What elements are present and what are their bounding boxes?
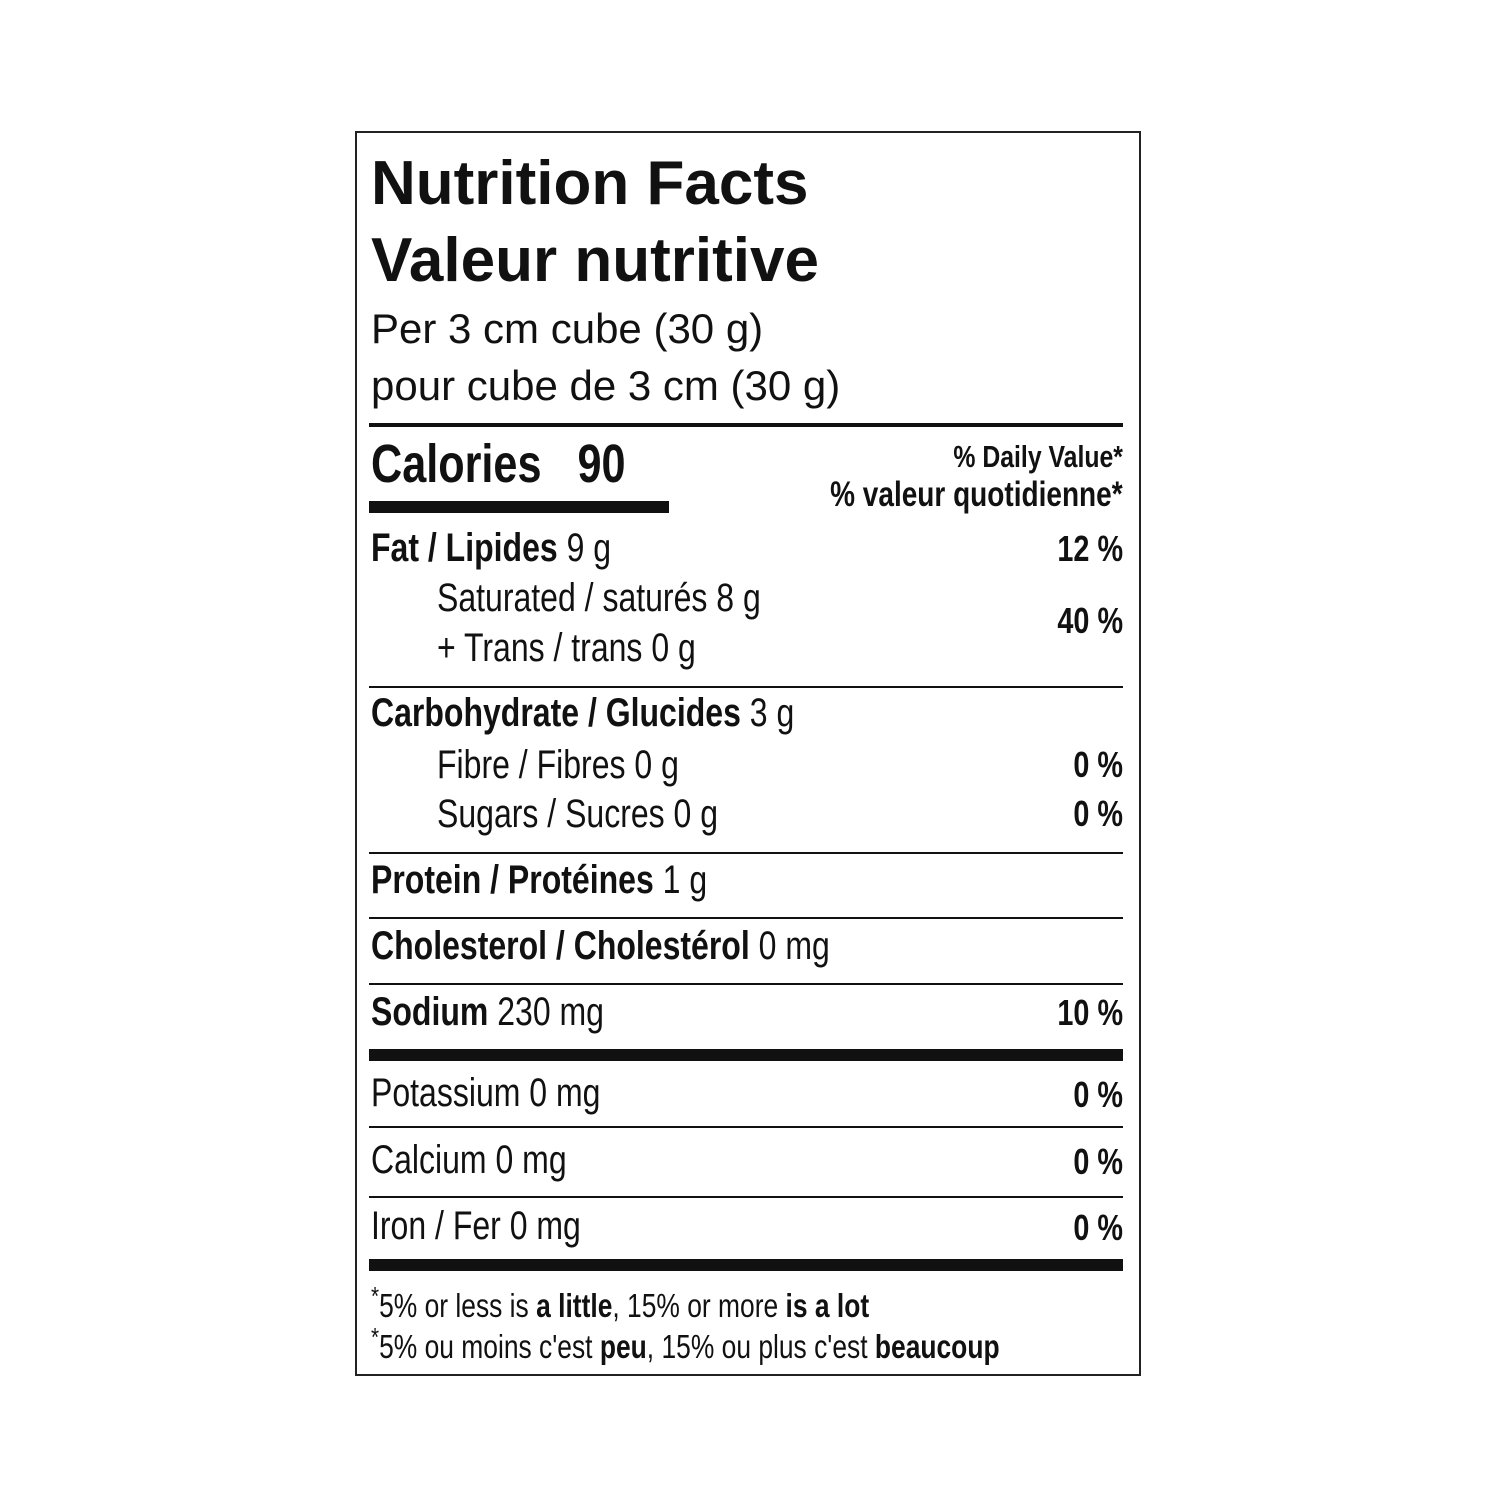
fat-label: Fat / Lipides <box>371 526 558 570</box>
fat-row: Fat / Lipides 9 g <box>371 528 671 568</box>
potassium-dv-text: 0 % <box>1073 1074 1123 1115</box>
title-fr: Valeur nutritive <box>371 226 819 295</box>
calories-bar <box>369 501 669 513</box>
sodium-dv-text: 10 % <box>1057 992 1123 1033</box>
serving-fr: pour cube de 3 cm (30 g) <box>371 362 841 409</box>
footnote-fr: *5% ou moins c'est peu, 15% ou plus c'es… <box>371 1324 1157 1363</box>
sugars-row: Sugars / Sucres 0 g <box>437 794 788 834</box>
sodium-amount: 230 mg <box>497 990 604 1034</box>
potassium-dv: 0 % <box>1061 1077 1123 1113</box>
cholesterol-amount: 0 mg <box>758 924 830 968</box>
sugars-dv-text: 0 % <box>1073 793 1123 834</box>
daily-value-fr-text: % valeur quotidienne* <box>830 475 1124 514</box>
fibre-dv: 0 % <box>1061 747 1123 783</box>
divider <box>369 852 1123 854</box>
carb-label: Carbohydrate / Glucides <box>371 691 741 735</box>
protein-row: Protein / Protéines 1 g <box>371 860 791 900</box>
iron-row: Iron / Fer 0 mg <box>371 1206 633 1246</box>
calories-label: Calories <box>371 434 542 494</box>
fibre-dv-text: 0 % <box>1073 744 1123 785</box>
footnote-text: 5% or less is <box>379 1287 537 1324</box>
potassium-label: Potassium 0 mg <box>371 1071 601 1115</box>
daily-value-fr: % valeur quotidienne* <box>757 475 1124 514</box>
fibre-label: Fibre / Fibres 0 g <box>437 743 679 787</box>
footnote-text: , 15% ou plus c'est <box>646 1328 875 1365</box>
sodium-row: Sodium 230 mg <box>371 992 662 1032</box>
trans-label: + Trans / trans 0 g <box>437 626 696 670</box>
asterisk: * <box>371 1322 380 1352</box>
sugars-dv: 0 % <box>1061 796 1123 832</box>
footnote-bold: beaucoup <box>874 1328 1000 1365</box>
iron-dv: 0 % <box>1061 1210 1123 1246</box>
protein-label: Protein / Protéines <box>371 858 654 902</box>
saturated-label: Saturated / saturés 8 g <box>437 576 761 620</box>
carb-amount: 3 g <box>749 691 795 735</box>
iron-label: Iron / Fer 0 mg <box>371 1204 581 1248</box>
serving-en: Per 3 cm cube (30 g) <box>371 305 764 352</box>
fat-dv-text: 12 % <box>1057 528 1123 569</box>
divider <box>369 1196 1123 1198</box>
sodium-dv: 10 % <box>1041 995 1123 1031</box>
footnote-text: 5% ou moins c'est <box>379 1328 600 1365</box>
title-en: Nutrition Facts <box>371 149 809 218</box>
calcium-label: Calcium 0 mg <box>371 1138 567 1182</box>
thick-divider <box>369 1259 1123 1271</box>
sat-trans-dv-text: 40 % <box>1057 600 1123 641</box>
trans-row: + Trans / trans 0 g <box>437 628 761 668</box>
calcium-row: Calcium 0 mg <box>371 1140 616 1180</box>
footnote-en: *5% or less is a little, 15% or more is … <box>371 1283 994 1322</box>
footnote-bold: peu <box>599 1328 647 1365</box>
cholesterol-row: Cholesterol / Cholestérol 0 mg <box>371 926 944 966</box>
calories: Calories 90 <box>371 437 689 491</box>
sodium-label: Sodium <box>371 990 489 1034</box>
fibre-row: Fibre / Fibres 0 g <box>437 745 739 785</box>
calories-value: 90 <box>577 434 626 494</box>
divider <box>369 1126 1123 1128</box>
footnote-text: , 15% or more <box>612 1287 786 1324</box>
nutrition-facts-label: Nutrition Facts Valeur nutritive Per 3 c… <box>355 131 1141 1376</box>
sugars-label: Sugars / Sucres 0 g <box>437 792 719 836</box>
divider <box>369 983 1123 985</box>
asterisk: * <box>371 1281 380 1311</box>
daily-value-en-text: % Daily Value* <box>953 439 1123 474</box>
iron-dv-text: 0 % <box>1073 1207 1123 1248</box>
sat-trans-dv: 40 % <box>1041 603 1123 639</box>
footnote-bold: a little <box>536 1287 613 1324</box>
calcium-dv: 0 % <box>1061 1144 1123 1180</box>
potassium-row: Potassium 0 mg <box>371 1073 658 1113</box>
fat-dv: 12 % <box>1041 531 1123 567</box>
fat-amount: 9 g <box>566 526 612 570</box>
footnote-bold: is a lot <box>785 1287 870 1324</box>
divider <box>369 686 1123 688</box>
thick-divider <box>369 1049 1123 1061</box>
divider <box>369 917 1123 919</box>
carb-row: Carbohydrate / Glucides 3 g <box>371 693 900 733</box>
protein-amount: 1 g <box>662 858 708 902</box>
daily-value-en: % Daily Value* <box>911 441 1123 472</box>
cholesterol-label: Cholesterol / Cholestérol <box>371 924 750 968</box>
calcium-dv-text: 0 % <box>1073 1141 1123 1182</box>
saturated-row: Saturated / saturés 8 g <box>437 578 842 618</box>
divider <box>369 423 1123 427</box>
